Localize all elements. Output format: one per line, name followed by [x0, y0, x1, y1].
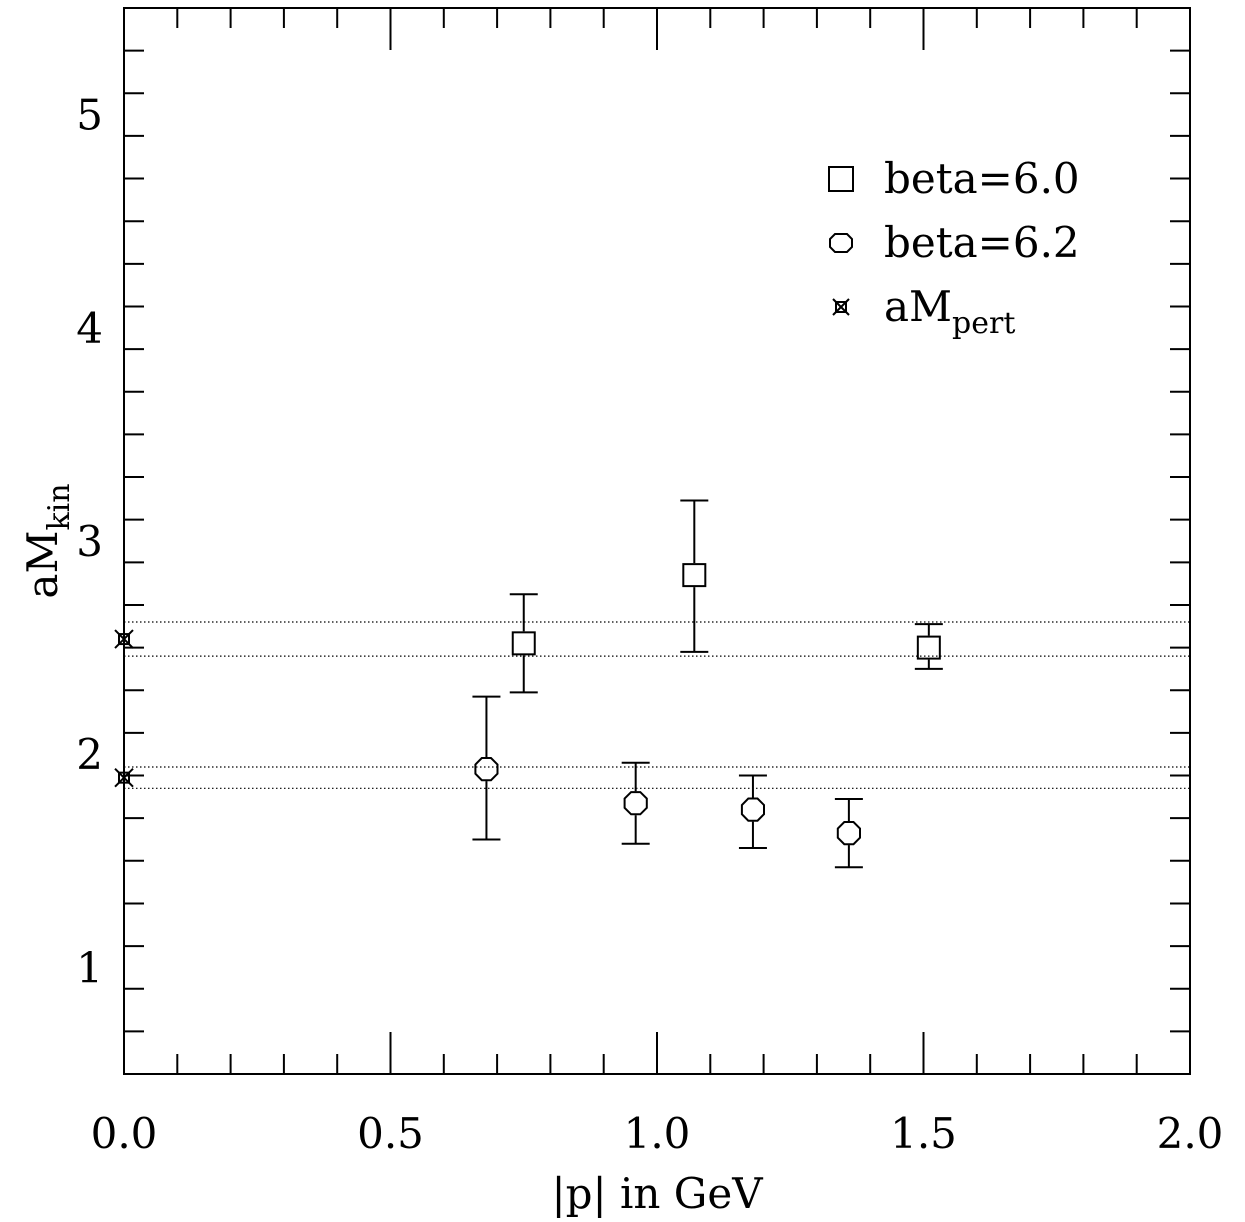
- y-axis-title-sub: kin: [42, 483, 77, 530]
- y-tick-label: 4: [76, 304, 103, 353]
- x-tick-label: 0.0: [91, 1109, 158, 1158]
- legend-marker-beta-6-0: [828, 166, 854, 192]
- y-tick-label: 2: [76, 730, 103, 779]
- octagon-marker: [740, 797, 765, 822]
- perturbative-bands: [124, 621, 1190, 789]
- square-marker: [682, 563, 707, 588]
- data-points: [114, 499, 943, 869]
- series-2: [114, 629, 134, 788]
- square-marker: [916, 635, 941, 660]
- star-marker-box: [118, 771, 130, 784]
- octagon-marker: [623, 791, 648, 816]
- y-axis-title: aMkin: [18, 483, 77, 598]
- star-marker-diag: [114, 629, 134, 649]
- y-tick-label: 5: [76, 91, 103, 140]
- x-tick-label: 1.5: [890, 1109, 957, 1158]
- y-tick-label: 3: [76, 517, 103, 566]
- y-axis-title-main: aM: [18, 531, 67, 599]
- legend-marker-am-pert: [832, 298, 850, 316]
- x-tick-label: 2.0: [1157, 1109, 1224, 1158]
- legend-label-beta-6-0: beta=6.0: [884, 154, 1080, 203]
- y-tick-label: 1: [76, 943, 103, 992]
- x-tick-label: 1.0: [624, 1109, 691, 1158]
- data-point: [114, 767, 134, 788]
- legend-label-am-pert: aMpert: [884, 282, 1015, 341]
- star-marker-diag: [114, 767, 134, 788]
- data-point: [509, 593, 538, 694]
- x-tick-label: 0.5: [357, 1109, 424, 1158]
- tick-labels: 0.0 0.5 1.0 1.5 2.0 1 2 3 4 5: [76, 91, 1223, 1158]
- data-point: [114, 629, 134, 649]
- legend: beta=6.0 beta=6.2 aMpert: [828, 154, 1080, 341]
- data-point: [738, 774, 767, 850]
- star-marker-box: [118, 633, 130, 646]
- data-point: [621, 761, 650, 845]
- legend-label-beta-6-2: beta=6.2: [884, 218, 1080, 267]
- series-1: [472, 695, 863, 869]
- data-point: [834, 797, 863, 869]
- legend-label-am-pert-main: aM: [884, 282, 952, 331]
- legend-label-am-pert-sub: pert: [952, 306, 1015, 341]
- series-0: [509, 499, 943, 694]
- legend-marker-beta-6-2: [829, 233, 853, 253]
- data-point: [472, 695, 501, 841]
- octagon-marker: [474, 757, 499, 782]
- data-point: [914, 623, 943, 670]
- octagon-marker: [836, 821, 861, 846]
- x-axis-title: |p| in GeV: [551, 1169, 763, 1218]
- data-point: [680, 499, 709, 653]
- square-marker: [511, 631, 536, 656]
